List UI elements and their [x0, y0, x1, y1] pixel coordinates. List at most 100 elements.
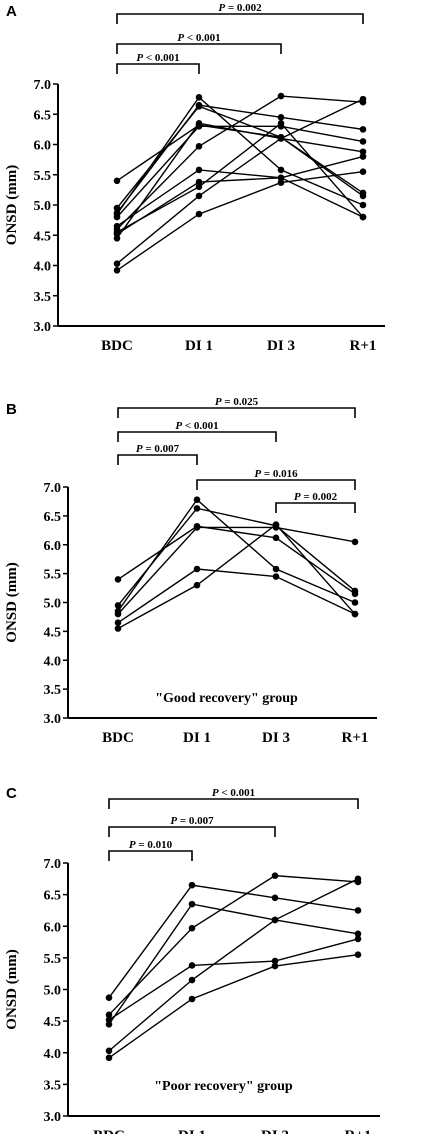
data-point [195, 143, 203, 150]
data-point [113, 267, 121, 274]
significance-bracket [108, 798, 359, 809]
series-line [116, 169, 364, 227]
p-symbol: P [129, 839, 136, 851]
data-point [114, 625, 122, 632]
data-point [195, 166, 203, 174]
data-point [272, 534, 280, 542]
series-line [116, 95, 364, 230]
significance-bracket [108, 850, 193, 861]
series-line [108, 874, 359, 1016]
data-point [113, 177, 121, 185]
data-point [359, 95, 367, 103]
p-value-text: < 0.001 [143, 52, 180, 64]
p-value-text: = 0.025 [222, 396, 259, 408]
data-point [354, 907, 362, 914]
x-tick-label: DI 1 [178, 1128, 206, 1134]
p-value-text: = 0.002 [225, 2, 262, 14]
data-point [351, 610, 359, 618]
p-value-label: P < 0.001 [175, 420, 218, 432]
p-symbol: P [212, 787, 219, 799]
series-line [116, 155, 364, 235]
data-point [351, 538, 359, 546]
data-point [359, 189, 367, 197]
data-point [105, 1054, 113, 1062]
data-point [195, 183, 203, 191]
data-point [272, 521, 280, 528]
data-point [195, 120, 203, 127]
data-point [351, 587, 359, 595]
y-tick-label: 4.5 [34, 229, 52, 244]
p-value-text: = 0.002 [301, 491, 338, 503]
y-tick-label: 6.0 [34, 139, 52, 154]
data-point [188, 995, 196, 1003]
y-tick-label: 6.5 [34, 108, 52, 123]
data-point [277, 120, 285, 127]
y-tick-label: 5.5 [44, 952, 62, 967]
y-tick-label: 3.5 [44, 683, 62, 698]
x-tick-label: DI 3 [262, 730, 290, 746]
data-point [114, 619, 122, 627]
p-value-text: = 0.016 [261, 468, 298, 480]
data-point [277, 92, 285, 100]
significance-bracket [116, 43, 282, 54]
series-line [116, 171, 364, 271]
x-tick-label: DI 3 [267, 338, 295, 354]
p-value-label: P = 0.007 [136, 443, 180, 455]
data-point [277, 179, 285, 186]
y-tick-label: 4.0 [44, 1047, 62, 1062]
p-value-label: P = 0.007 [170, 815, 214, 827]
x-tick-label: R+1 [345, 1128, 372, 1134]
y-axis-label: ONSD (mm) [4, 165, 20, 245]
data-point [354, 930, 362, 938]
p-value-text: < 0.001 [182, 420, 219, 432]
panel-label: A [6, 3, 17, 20]
panel-b: B 7.0 6.5 6.0 5.5 5.0 4.5 4.0 3.5 3.0 ONSD (mm) BDC… [4, 396, 377, 746]
series-line [117, 568, 356, 624]
p-value-text: < 0.001 [184, 32, 221, 44]
p-value-label: P = 0.002 [294, 491, 338, 503]
data-point [193, 505, 201, 512]
y-tick-label: 5.0 [44, 984, 62, 999]
data-point [195, 94, 203, 101]
p-value-text: < 0.001 [219, 787, 256, 799]
data-point [188, 900, 196, 908]
y-axis-label: ONSD (mm) [4, 949, 20, 1029]
p-symbol: P [218, 2, 225, 14]
y-tick-label: 5.5 [44, 568, 62, 583]
x-tick-label: R+1 [350, 338, 377, 354]
data-point [195, 192, 203, 200]
significance-bracket [108, 826, 276, 837]
series-line [116, 125, 364, 218]
data-point [359, 126, 367, 133]
p-value-label: P < 0.001 [136, 52, 179, 64]
data-point [188, 976, 196, 984]
data-point [193, 496, 201, 504]
series-line [116, 96, 364, 215]
data-point [271, 872, 279, 879]
y-tick-label: 3.0 [34, 320, 52, 335]
x-tick-label: DI 1 [185, 338, 213, 354]
data-point [195, 210, 203, 218]
data-point [277, 174, 285, 182]
p-value-text: = 0.007 [143, 443, 180, 455]
data-point [272, 565, 280, 573]
series-line [108, 878, 359, 1052]
series-line [116, 98, 364, 265]
data-point [359, 138, 367, 145]
series-line [117, 498, 356, 612]
y-tick-label: 4.0 [34, 260, 52, 275]
y-tick-label: 7.0 [44, 857, 62, 872]
y-tick-label: 5.0 [44, 597, 62, 612]
data-point [359, 168, 367, 176]
data-point [188, 881, 196, 889]
series-line [108, 903, 359, 1025]
p-value-text: = 0.007 [177, 815, 214, 827]
data-point [113, 260, 121, 267]
data-point [105, 994, 113, 1002]
p-value-label: P = 0.016 [254, 468, 298, 480]
data-point [105, 1047, 113, 1055]
data-point [188, 962, 196, 969]
p-value-label: P = 0.002 [218, 2, 262, 14]
significance-bracket [275, 502, 356, 513]
p-value-label: P = 0.025 [215, 396, 259, 408]
